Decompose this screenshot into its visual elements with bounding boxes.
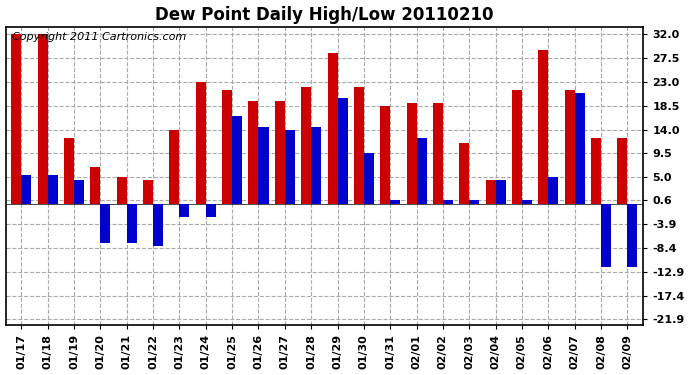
Bar — [153, 204, 163, 246]
Bar — [301, 87, 311, 204]
Bar — [601, 204, 611, 267]
Bar — [591, 138, 601, 204]
Bar — [549, 177, 558, 204]
Bar — [38, 34, 48, 204]
Bar — [232, 116, 242, 204]
Bar — [285, 130, 295, 204]
Bar — [196, 82, 206, 204]
Bar — [11, 34, 21, 204]
Bar — [248, 100, 259, 204]
Bar — [575, 93, 584, 204]
Bar — [143, 180, 153, 204]
Bar — [101, 204, 110, 243]
Bar — [443, 201, 453, 204]
Bar — [469, 201, 480, 204]
Bar — [117, 177, 127, 204]
Bar — [406, 103, 417, 204]
Bar — [433, 103, 443, 204]
Bar — [222, 90, 232, 204]
Bar — [328, 53, 337, 204]
Title: Dew Point Daily High/Low 20110210: Dew Point Daily High/Low 20110210 — [155, 6, 493, 24]
Bar — [417, 138, 426, 204]
Bar — [74, 180, 84, 204]
Bar — [206, 204, 216, 217]
Bar — [179, 204, 190, 217]
Bar — [627, 204, 638, 267]
Bar — [538, 50, 549, 204]
Bar — [64, 138, 74, 204]
Bar — [170, 130, 179, 204]
Bar — [486, 180, 495, 204]
Bar — [21, 175, 31, 204]
Bar — [512, 90, 522, 204]
Bar — [275, 100, 285, 204]
Bar — [460, 143, 469, 204]
Bar — [311, 127, 322, 204]
Bar — [259, 127, 268, 204]
Bar — [391, 201, 400, 204]
Bar — [495, 180, 506, 204]
Bar — [127, 204, 137, 243]
Bar — [354, 87, 364, 204]
Bar — [337, 98, 348, 204]
Text: Copyright 2011 Cartronics.com: Copyright 2011 Cartronics.com — [12, 33, 186, 42]
Bar — [522, 201, 532, 204]
Bar — [380, 106, 391, 204]
Bar — [564, 90, 575, 204]
Bar — [618, 138, 627, 204]
Bar — [90, 166, 101, 204]
Bar — [48, 175, 58, 204]
Bar — [364, 153, 374, 204]
